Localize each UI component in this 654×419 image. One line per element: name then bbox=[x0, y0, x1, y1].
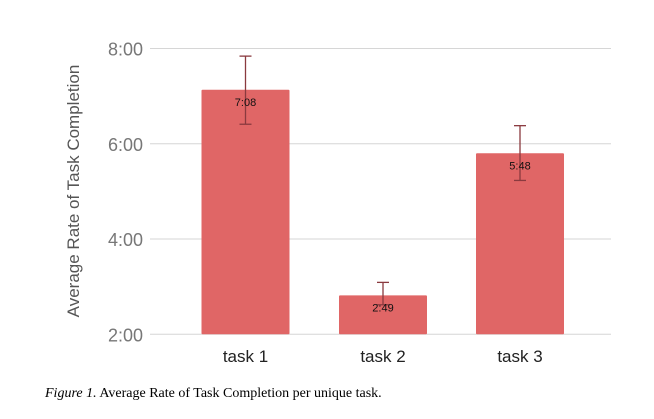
x-tick-label: task 3 bbox=[497, 347, 542, 366]
figure-label: Figure 1. bbox=[45, 386, 97, 401]
bar-task-2 bbox=[339, 295, 427, 335]
y-tick-label: 8:00 bbox=[108, 40, 143, 60]
data-label: 7:08 bbox=[235, 97, 256, 109]
x-tick-label: task 2 bbox=[360, 347, 405, 366]
bar-task-3 bbox=[476, 153, 564, 335]
data-label: 5:48 bbox=[509, 160, 530, 172]
y-tick-label: 4:00 bbox=[108, 230, 143, 250]
bar-task-1 bbox=[201, 89, 290, 335]
y-tick-label: 2:00 bbox=[108, 325, 143, 345]
y-axis-label: Average Rate of Task Completion bbox=[64, 65, 83, 318]
caption-text: Average Rate of Task Completion per uniq… bbox=[96, 386, 382, 401]
x-tick-label: task 1 bbox=[223, 347, 268, 366]
y-tick-label: 6:00 bbox=[108, 135, 143, 155]
figure-caption: Figure 1. Average Rate of Task Completio… bbox=[45, 386, 382, 402]
data-label: 2:49 bbox=[372, 302, 393, 314]
bar-chart: 2:00 4:00 6:00 8:00 Average Rate of Task Com… bbox=[64, 40, 611, 366]
